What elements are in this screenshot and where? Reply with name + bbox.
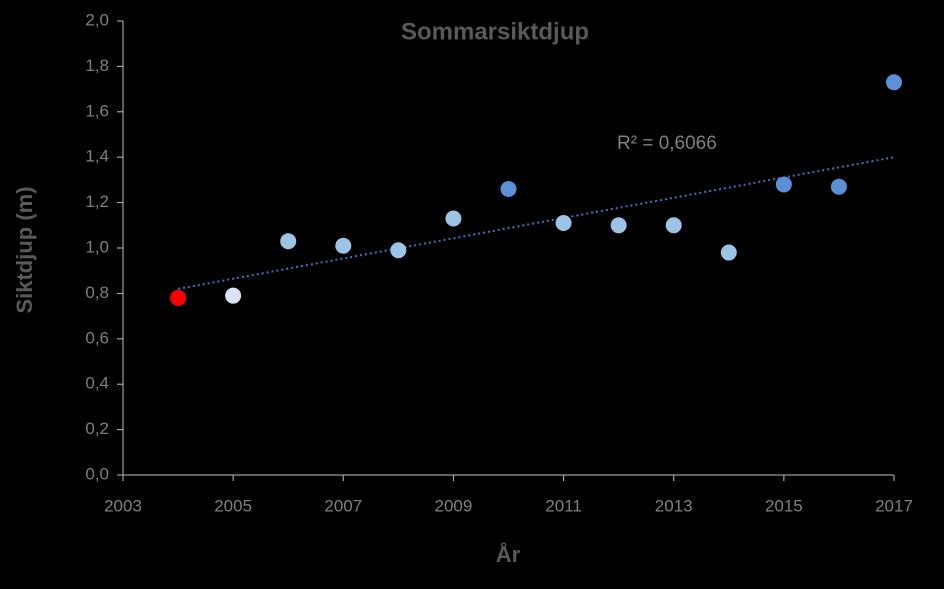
x-tick-label: 2009: [435, 496, 473, 515]
y-tick-label: 0,4: [85, 374, 109, 393]
y-tick-label: 1,8: [85, 56, 109, 75]
y-tick-label: 1,4: [85, 147, 109, 166]
x-tick-label: 2003: [104, 496, 142, 515]
x-axis-title: År: [496, 541, 521, 567]
y-axis-title: Siktdjup (m): [12, 186, 37, 313]
y-tick-label: 1,2: [85, 192, 109, 211]
point: [445, 210, 462, 227]
y-tick-label: 2,0: [85, 10, 109, 29]
point: [555, 215, 572, 232]
point: [390, 242, 407, 259]
x-tick-label: 2017: [875, 496, 913, 515]
point: [335, 237, 352, 254]
point: [830, 178, 847, 195]
y-tick-label: 0,0: [85, 464, 109, 483]
x-tick-label: 2015: [765, 496, 803, 515]
point: [720, 244, 737, 261]
y-tick-label: 0,2: [85, 419, 109, 438]
y-tick-label: 0,8: [85, 283, 109, 302]
y-tick-label: 1,0: [85, 237, 109, 256]
point: [225, 287, 242, 304]
trendline: [177, 156, 895, 290]
point: [886, 74, 902, 91]
point: [775, 176, 792, 193]
chart-title: Sommarsiktdjup: [401, 18, 589, 45]
x-tick-label: 2007: [324, 496, 362, 515]
point: [500, 180, 517, 197]
x-tick-label: 2011: [545, 496, 582, 515]
x-tick-label: 2005: [214, 496, 252, 515]
point: [280, 233, 297, 250]
point: [610, 217, 627, 234]
point: [170, 289, 187, 306]
y-tick-label: 1,6: [85, 101, 109, 120]
y-tick-label: 0,6: [85, 328, 109, 347]
point: [665, 217, 682, 234]
x-tick-label: 2013: [655, 496, 693, 515]
trendline-annotation: R² = 0,6066: [617, 133, 717, 154]
